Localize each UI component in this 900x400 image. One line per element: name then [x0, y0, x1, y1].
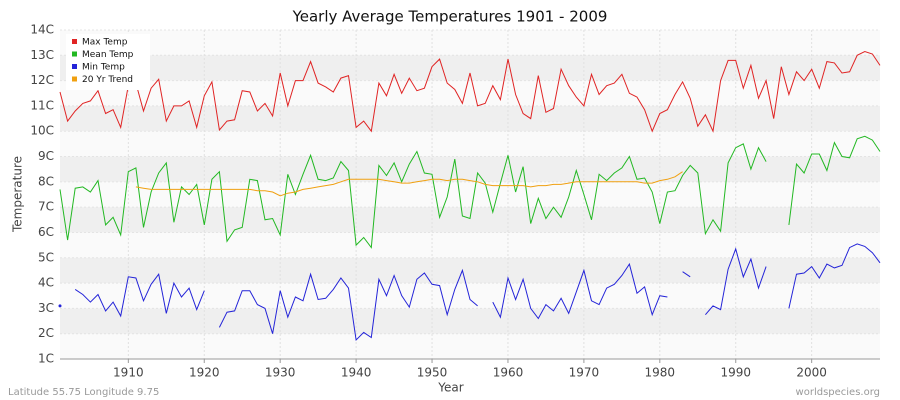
x-tick-label: 1920 — [189, 366, 220, 380]
y-tick-label: 2C — [38, 326, 54, 340]
series-line — [135, 171, 683, 197]
x-axis-label: Year — [437, 381, 463, 395]
y-tick-label: 5C — [38, 250, 54, 264]
y-tick-label: 1C — [38, 352, 54, 366]
x-tick-label: 1960 — [493, 366, 524, 380]
legend-label: Min Temp — [82, 63, 125, 73]
y-tick-label: 7C — [38, 200, 54, 214]
y-tick-label: 4C — [38, 276, 54, 290]
grid-band — [60, 308, 880, 334]
plot-area — [60, 30, 880, 359]
legend-swatch — [72, 76, 77, 82]
footer-left: Latitude 55.75 Longitude 9.75 — [8, 387, 159, 398]
legend-swatch — [72, 64, 77, 69]
y-tick-label: 13C — [30, 48, 54, 62]
grid-band — [60, 156, 880, 182]
legend-box — [66, 34, 150, 90]
x-tick-label: 1980 — [645, 366, 676, 380]
y-axis-label: Temperature — [11, 156, 25, 233]
legend-swatch — [72, 39, 77, 44]
isolated-point — [58, 304, 62, 308]
y-tick-label: 6C — [38, 225, 54, 239]
y-tick-label: 3C — [38, 301, 54, 315]
y-tick-label: 12C — [30, 73, 54, 87]
y-tick-label: 8C — [38, 174, 54, 188]
legend-label: Max Temp — [82, 38, 128, 48]
y-tick-label: 14C — [30, 23, 54, 37]
legend-label: 20 Yr Trend — [82, 75, 133, 85]
grid-band — [60, 55, 880, 81]
x-tick-label: 1970 — [569, 366, 600, 380]
y-tick-label: 11C — [30, 98, 54, 112]
grid-band — [60, 207, 880, 233]
legend-label: Mean Temp — [82, 50, 134, 60]
plot-background — [60, 30, 880, 359]
grid-band — [60, 105, 880, 132]
y-tick-label: 10C — [30, 124, 54, 138]
grid-band — [60, 257, 880, 284]
legend-swatch — [72, 51, 77, 57]
x-tick-label: 1930 — [265, 366, 296, 380]
series-line — [74, 243, 881, 342]
x-tick-label: 2000 — [796, 366, 827, 380]
series-line — [59, 50, 881, 133]
series-line — [59, 135, 881, 249]
chart-title: Yearly Average Temperatures 1901 - 2009 — [292, 8, 608, 26]
footer-right: worldspecies.org — [796, 387, 880, 398]
x-tick-label: 1910 — [113, 366, 144, 380]
x-tick-label: 1990 — [720, 366, 751, 380]
x-tick-label: 1950 — [417, 366, 448, 380]
x-tick-label: 1940 — [341, 366, 372, 380]
y-tick-label: 9C — [38, 149, 54, 163]
